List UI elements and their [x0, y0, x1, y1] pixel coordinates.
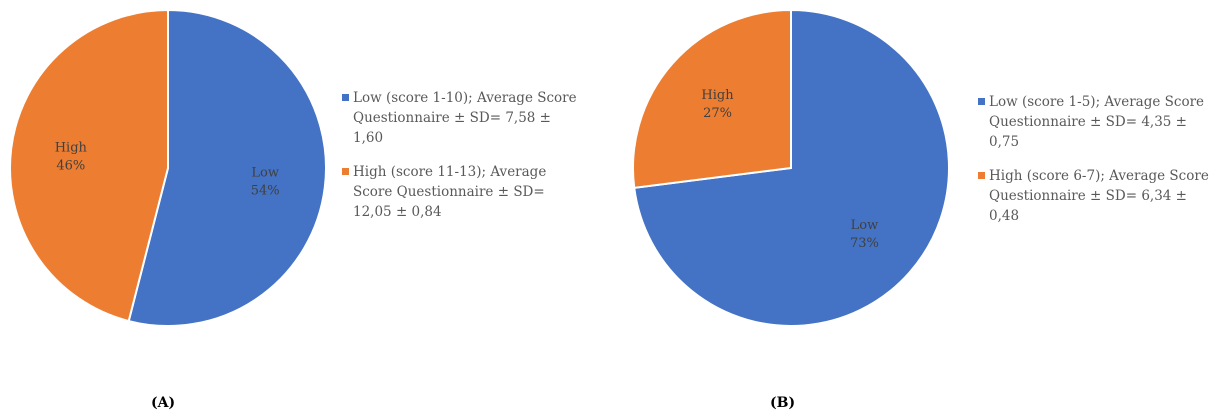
legend-text-high: High (score 6-7); Average Score Question…	[989, 168, 1209, 224]
pie-slice-low	[127, 8, 327, 327]
panel-label-a: (A)	[151, 395, 176, 411]
legend-swatch-low	[342, 94, 349, 101]
chart-panel-a: Low 54% High 46% Low (score 1-10); Average …	[0, 0, 600, 416]
legend-item-high: High (score 6-7); Average Score Question…	[978, 166, 1210, 226]
legend-item-low: Low (score 1-10); Average Score Question…	[342, 88, 582, 148]
pie-chart-a: Low 54% High 46%	[9, 8, 327, 327]
slice-percent-low: 73%	[850, 236, 879, 251]
chart-panel-b: Low 73% High 27% Low (score 1-5); Average S…	[600, 0, 1213, 416]
legend-item-high: High (score 11-13); Average Score Questi…	[342, 162, 582, 222]
legend-swatch-high	[342, 168, 349, 175]
legend-text-high: High (score 11-13); Average Score Questi…	[353, 164, 547, 220]
legend-item-low: Low (score 1-5); Average Score Questionn…	[978, 92, 1210, 152]
panel-label-b: (B)	[770, 395, 796, 411]
legend-b: Low (score 1-5); Average Score Questionn…	[978, 92, 1210, 240]
legend-swatch-high	[978, 172, 985, 179]
slice-label-high: High	[701, 88, 734, 103]
slice-label-low: Low	[851, 218, 879, 233]
pie-chart-b: Low 73% High 27%	[632, 8, 950, 327]
pie-slice-high	[9, 8, 169, 323]
slice-label-high: High	[55, 141, 88, 156]
legend-text-low: Low (score 1-5); Average Score Questionn…	[989, 94, 1205, 150]
slice-percent-low: 54%	[251, 183, 280, 198]
slice-percent-high: 27%	[703, 106, 732, 121]
pie-slice-high	[632, 8, 792, 189]
legend-swatch-low	[978, 98, 985, 105]
legend-text-low: Low (score 1-10); Average Score Question…	[353, 90, 577, 146]
slice-label-low: Low	[251, 165, 279, 180]
legend-a: Low (score 1-10); Average Score Question…	[342, 88, 582, 236]
slice-percent-high: 46%	[56, 159, 85, 174]
